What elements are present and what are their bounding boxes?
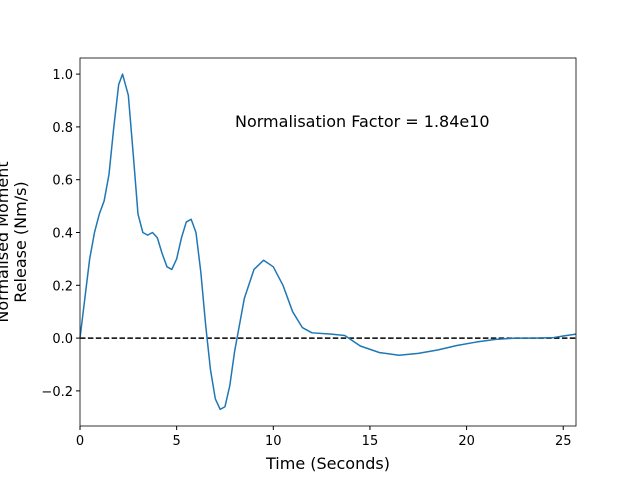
- y-tick-label: 0.6: [52, 174, 73, 189]
- y-tick-label: 1.0: [52, 68, 73, 83]
- plot-frame: [79, 57, 577, 427]
- x-axis-label: Time (Seconds): [265, 454, 390, 473]
- x-tick-label: 10: [265, 434, 282, 449]
- y-tick-label: 0.0: [52, 332, 73, 347]
- y-tick-label: 0.4: [52, 226, 73, 241]
- y-tick-label: −0.2: [41, 385, 73, 400]
- y-tick-label: 0.2: [52, 279, 73, 294]
- x-tick-label: 15: [362, 434, 379, 449]
- x-tick-label: 0: [76, 434, 84, 449]
- x-tick-label: 20: [458, 434, 475, 449]
- y-axis-label: Release (Nm/s): [11, 181, 30, 302]
- x-tick-label: 25: [555, 434, 572, 449]
- x-tick-label: 5: [173, 434, 181, 449]
- y-axis-label: Normalised Moment: [0, 161, 12, 322]
- annotation: Normalisation Factor = 1.84e10: [235, 112, 490, 131]
- data-line: [79, 73, 577, 411]
- y-tick-label: 0.8: [52, 121, 73, 136]
